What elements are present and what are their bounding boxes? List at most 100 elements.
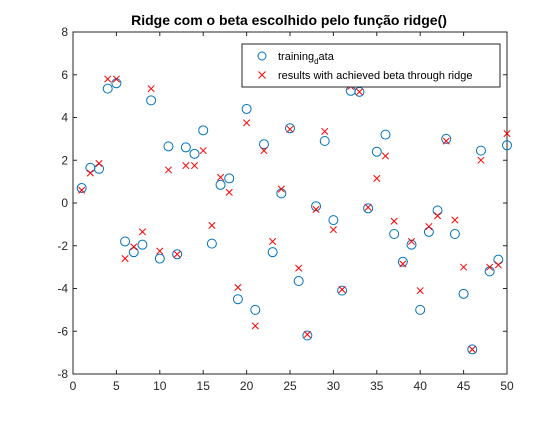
- data-point-ridge: [434, 212, 442, 220]
- series-training-data: [76, 78, 512, 355]
- x-tick-label: 5: [113, 379, 120, 393]
- data-point-ridge: [494, 261, 502, 269]
- legend-training-tail: ata: [319, 51, 335, 63]
- data-point-ridge: [338, 286, 346, 294]
- data-point-ridge: [182, 162, 190, 170]
- data-point-training: [189, 148, 200, 159]
- data-point-ridge: [312, 205, 320, 213]
- data-point-ridge: [460, 263, 468, 271]
- y-tick-label: 0: [61, 196, 68, 210]
- data-point-training: [172, 249, 183, 260]
- data-point-training: [120, 236, 131, 247]
- data-point-ridge: [355, 88, 363, 96]
- data-point-ridge: [381, 152, 390, 160]
- data-point-training: [302, 330, 313, 341]
- x-tick-label: 45: [457, 379, 471, 393]
- data-point-ridge: [260, 147, 268, 155]
- y-tick-label: 2: [61, 153, 68, 167]
- data-point-ridge: [468, 345, 476, 353]
- x-tick-label: 35: [370, 379, 384, 393]
- data-point-ridge: [295, 264, 303, 272]
- data-point-training: [128, 247, 139, 258]
- data-point-training: [76, 183, 87, 194]
- data-point-ridge: [303, 330, 311, 339]
- data-point-training: [198, 125, 209, 136]
- data-point-ridge: [104, 75, 112, 83]
- data-point-ridge: [95, 159, 103, 168]
- y-axis: -8 -6 -4 -2 0 2 4 6 8: [57, 25, 507, 381]
- y-tick-label: 4: [61, 111, 68, 125]
- data-point-ridge: [416, 287, 424, 295]
- data-point-training: [458, 288, 469, 299]
- data-point-ridge: [364, 203, 372, 211]
- legend-x-marker-icon: [258, 71, 266, 79]
- legend: trainingdata results with achieved beta …: [241, 43, 501, 88]
- data-point-training: [258, 139, 269, 150]
- data-point-training: [224, 173, 235, 184]
- data-point-training: [467, 344, 478, 355]
- x-axis: 0 5 10 15 20 25 30 35 40 45 50: [70, 32, 514, 393]
- data-point-ridge: [425, 222, 433, 231]
- data-point-training: [328, 215, 339, 226]
- data-point-ridge: [78, 186, 86, 194]
- x-tick-label: 10: [153, 379, 167, 393]
- y-tick-label: -8: [57, 367, 68, 381]
- x-tick-label: 0: [70, 379, 77, 393]
- data-point-ridge: [399, 260, 407, 268]
- data-point-training: [389, 228, 400, 239]
- data-point-training: [311, 201, 322, 212]
- data-point-ridge: [199, 147, 207, 155]
- chart-title: Ridge com o beta escolhido pelo função r…: [131, 12, 447, 28]
- data-point-ridge: [173, 250, 181, 258]
- data-point-ridge: [486, 263, 494, 271]
- x-tick-label: 30: [327, 379, 341, 393]
- data-point-training: [441, 133, 452, 144]
- data-point-training: [163, 141, 174, 152]
- data-point-ridge: [130, 243, 138, 251]
- data-point-ridge: [147, 85, 155, 93]
- x-tick-label: 50: [500, 379, 514, 393]
- data-point-ridge: [390, 217, 398, 225]
- data-point-training: [250, 304, 261, 315]
- data-point-ridge: [234, 283, 242, 291]
- data-point-training: [215, 179, 226, 190]
- legend-label-ridge-results: results with achieved beta through ridge: [278, 70, 472, 82]
- data-point-ridge: [321, 127, 329, 135]
- data-point-training: [406, 239, 417, 250]
- data-point-training: [232, 294, 243, 305]
- data-point-ridge: [208, 221, 216, 229]
- data-point-training: [363, 203, 374, 214]
- data-point-ridge: [329, 226, 337, 234]
- legend-label-training-data: trainingdata: [278, 51, 335, 66]
- data-point-ridge: [451, 216, 459, 224]
- y-tick-label: 8: [61, 25, 68, 39]
- data-point-training: [423, 226, 434, 237]
- data-point-ridge: [251, 322, 259, 330]
- data-point-training: [146, 95, 157, 106]
- data-point-training: [371, 146, 382, 157]
- legend-circle-marker-icon: [257, 51, 267, 61]
- data-point-ridge: [477, 156, 485, 164]
- data-point-ridge: [138, 228, 146, 236]
- y-tick-label: 6: [61, 68, 68, 82]
- series-ridge-results: [78, 75, 511, 353]
- data-point-training: [206, 238, 217, 249]
- data-point-training: [475, 145, 486, 156]
- x-tick-label: 20: [240, 379, 254, 393]
- legend-box: [241, 43, 501, 88]
- data-point-ridge: [112, 75, 120, 83]
- data-point-training: [285, 123, 295, 134]
- data-point-training: [267, 247, 278, 258]
- data-point-ridge: [225, 188, 233, 196]
- data-point-ridge: [217, 173, 225, 181]
- data-point-training: [180, 142, 191, 153]
- axes-box: [72, 31, 508, 375]
- y-tick-label: -4: [57, 282, 68, 296]
- data-point-training: [493, 254, 504, 265]
- y-tick-label: -6: [57, 324, 68, 338]
- x-tick-label: 25: [283, 379, 297, 393]
- data-point-training: [293, 276, 304, 287]
- data-point-training: [337, 285, 348, 296]
- data-point-training: [380, 129, 391, 140]
